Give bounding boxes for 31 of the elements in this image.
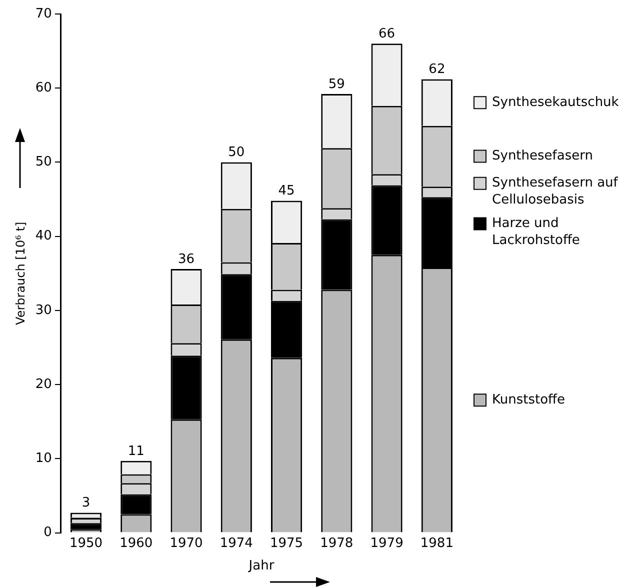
legend-label: Kunststoffe: [492, 392, 566, 408]
y-tick-label: 30: [35, 302, 52, 318]
total-label: 3: [82, 496, 90, 511]
y-tick-label: 40: [35, 228, 52, 244]
y-tick-label: 20: [35, 376, 52, 392]
legend-label: Synthesefasern auf Cellulosebasis: [492, 176, 618, 208]
x-tick-label: 1950: [69, 536, 103, 551]
total-label: 11: [128, 444, 144, 459]
y-tick-label: 10: [35, 451, 52, 466]
x-tick-label: 1975: [270, 536, 304, 551]
x-tick-label: 1970: [170, 536, 203, 551]
x-tick-label: 1981: [420, 536, 454, 551]
x-tick-label: 1978: [320, 536, 354, 551]
x-tick-label: 1974: [220, 536, 253, 551]
y-tick-label: 60: [35, 80, 52, 96]
y-tick-label: 0: [44, 525, 52, 540]
total-label: 50: [228, 145, 245, 160]
legend-label: Synthesefasern: [492, 148, 593, 164]
y-tick-label: 50: [35, 154, 52, 170]
y-tick-label: 70: [35, 6, 52, 22]
x-tick-label: 1979: [370, 536, 404, 551]
total-label: 36: [178, 252, 195, 267]
total-label: 45: [278, 184, 295, 199]
x-tick-label: 1960: [120, 536, 153, 551]
x-axis-title: Jahr: [248, 558, 275, 574]
total-label: 59: [328, 76, 345, 92]
y-axis-title: Verbrauch [10⁶ t]: [13, 222, 28, 325]
total-label: 66: [378, 26, 396, 42]
legend-label: Synthesekautschuk: [492, 94, 620, 110]
total-label: 62: [428, 62, 446, 78]
legend-label: Harze und Lackrohstoffe: [492, 216, 580, 248]
